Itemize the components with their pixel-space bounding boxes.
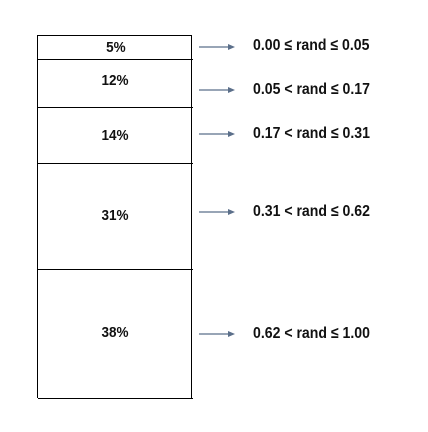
range-label: 0.62 < rand ≤ 1.00 (253, 325, 370, 342)
segment-38-percent: 38% (38, 270, 193, 399)
segment-label: 38% (101, 323, 130, 341)
segment-14-percent: 14% (38, 108, 193, 164)
range-label: 0.17 < rand ≤ 0.31 (253, 125, 370, 142)
range-label: 0.31 < rand ≤ 0.62 (253, 203, 370, 220)
segment-12-percent: 12% (38, 60, 193, 108)
segment-31-percent: 31% (38, 164, 193, 270)
segment-5-percent: 5% (38, 36, 193, 60)
segment-label: 14% (101, 126, 130, 144)
segment-label: 31% (101, 207, 130, 224)
cumulative-bar: 5% 12% 14% 31% 38% (37, 35, 193, 399)
range-label: 0.05 < rand ≤ 0.17 (253, 81, 370, 98)
range-label: 0.00 ≤ rand ≤ 0.05 (253, 37, 370, 54)
right-arrow-icon (199, 331, 235, 337)
segment-label: 12% (101, 72, 130, 89)
right-arrow-icon (199, 44, 235, 50)
segment-label: 5% (105, 39, 126, 56)
right-arrow-icon (199, 87, 235, 93)
right-arrow-icon (199, 209, 235, 215)
right-arrow-icon (199, 131, 235, 137)
